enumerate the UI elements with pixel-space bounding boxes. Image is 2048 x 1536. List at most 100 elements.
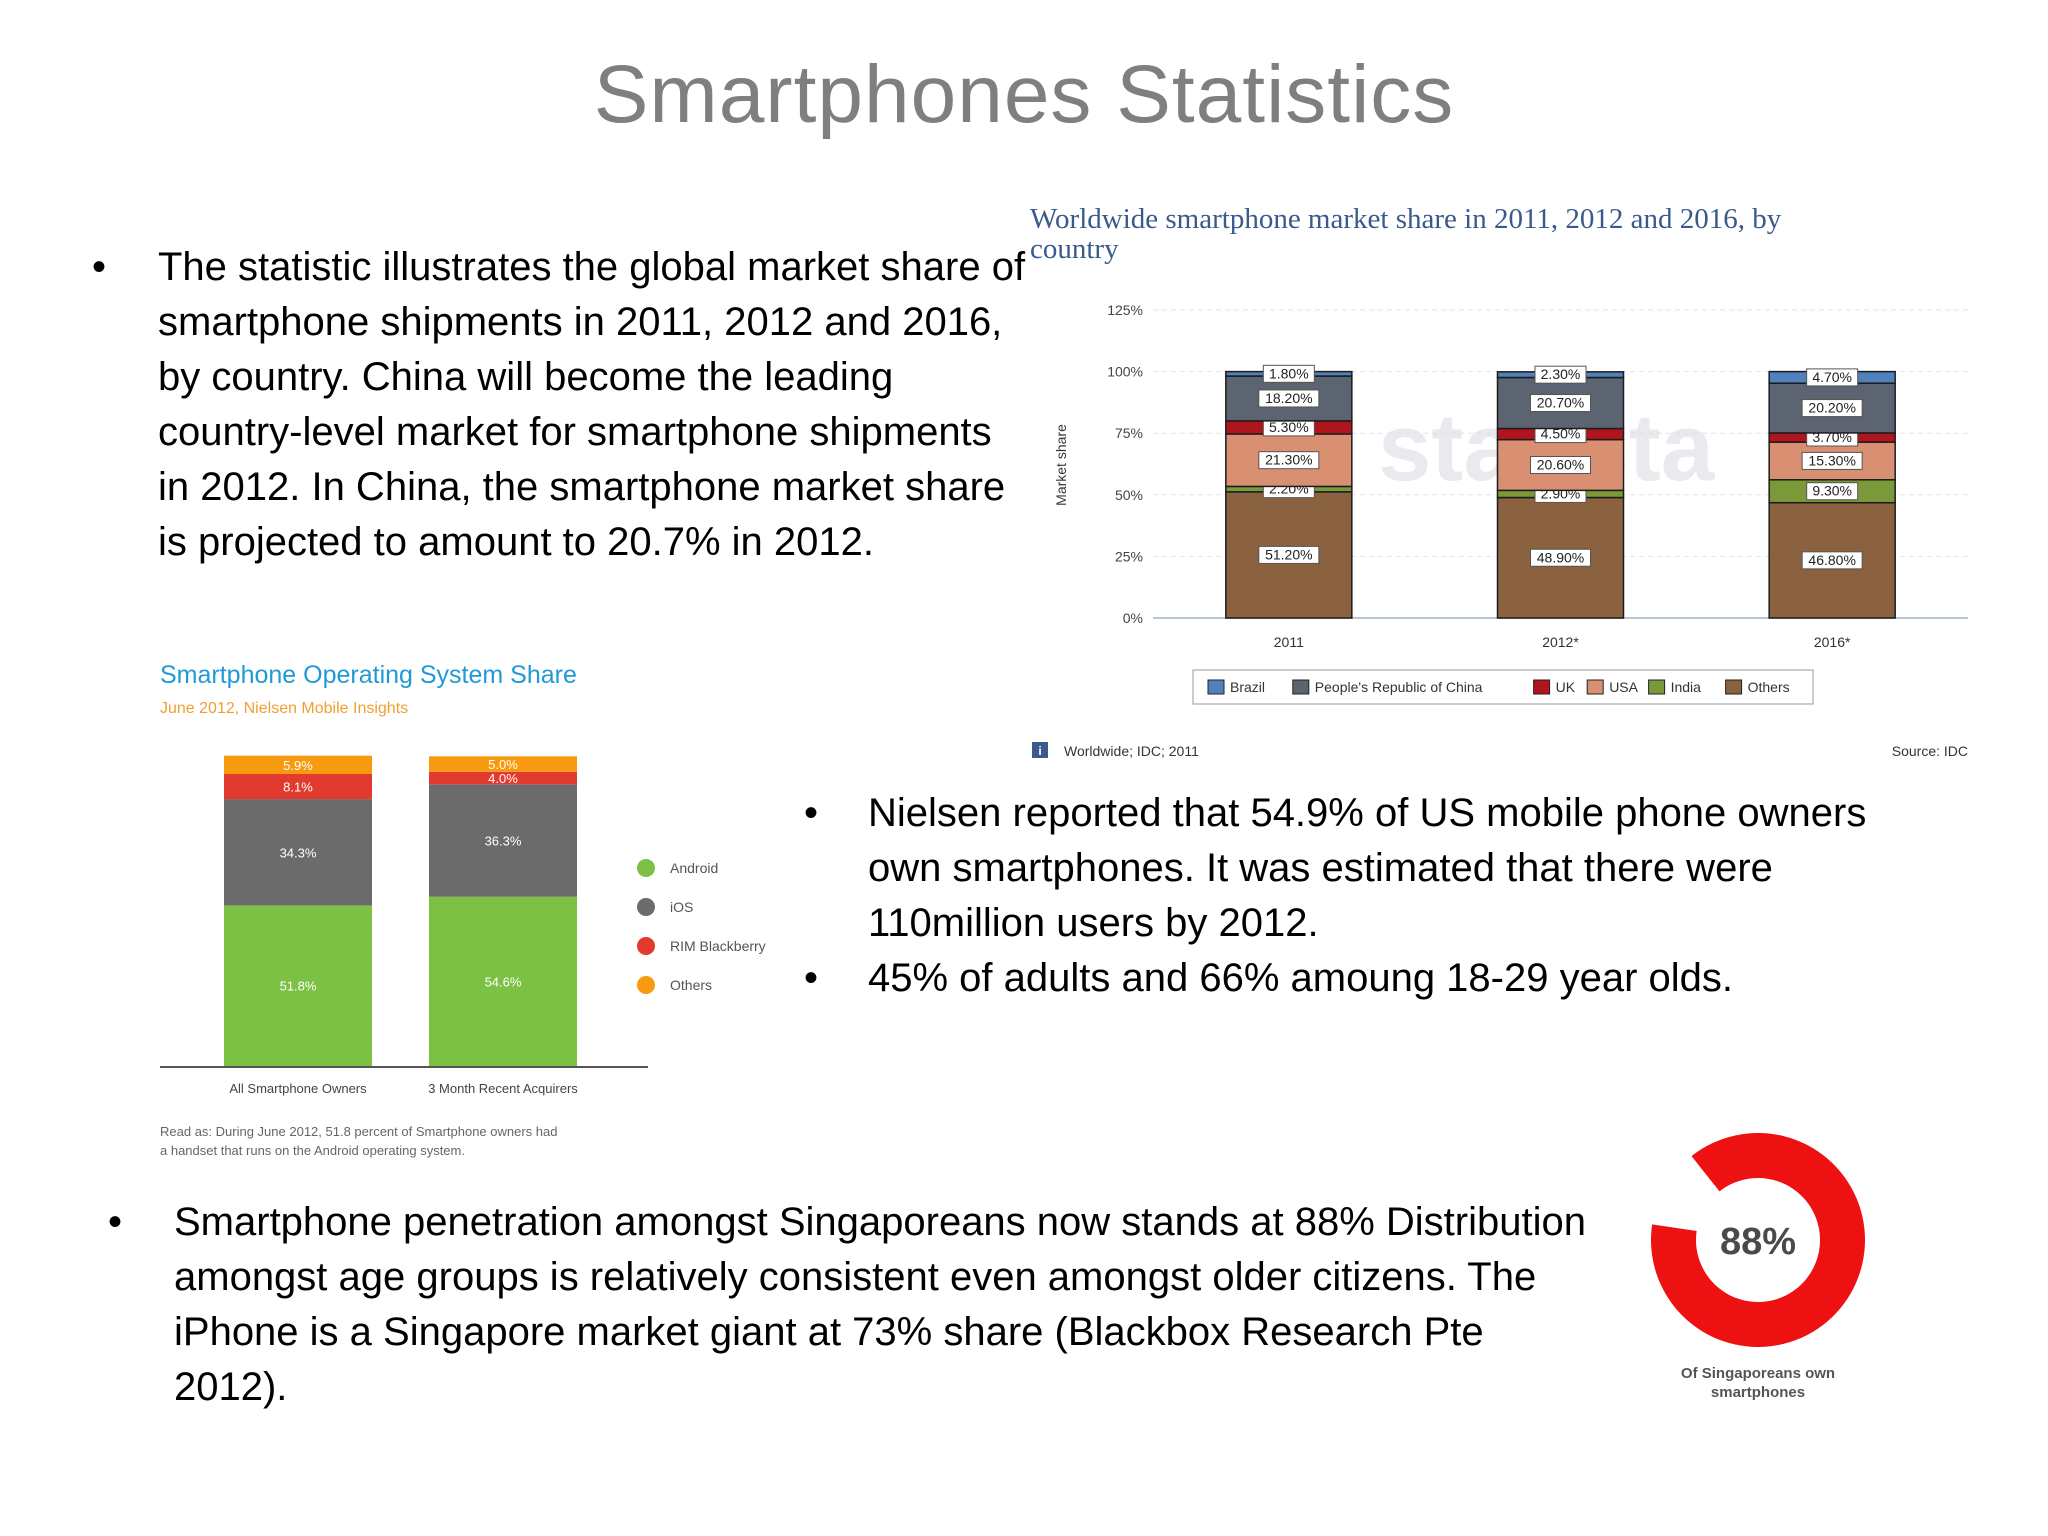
y-tick-label: 75% bbox=[1115, 425, 1143, 441]
data-label-box bbox=[1534, 365, 1587, 384]
legend-swatch bbox=[1207, 679, 1225, 695]
donut-segment bbox=[1651, 1133, 1865, 1347]
info-icon bbox=[1032, 742, 1048, 758]
y-tick-label: 125% bbox=[1107, 302, 1143, 318]
bullet-global-share: • The statistic illustrates the global m… bbox=[92, 240, 1028, 570]
data-label-box bbox=[1262, 364, 1315, 383]
y-tick-label: 25% bbox=[1115, 548, 1143, 564]
bar-segment bbox=[224, 905, 372, 1066]
bar-segment bbox=[224, 773, 372, 800]
legend-label: People's Republic of China bbox=[1315, 679, 1483, 695]
data-label-box bbox=[1258, 451, 1320, 470]
legend-label: Others bbox=[1748, 679, 1790, 695]
slide-title: Smartphones Statistics bbox=[593, 49, 1455, 140]
chart-subtitle: June 2012, Nielsen Mobile Insights bbox=[160, 700, 408, 717]
bullet-text: Smartphone penetration amongst Singapore… bbox=[174, 1200, 1586, 1409]
data-label: 36.3% bbox=[485, 833, 522, 848]
x-tick-label: 2016* bbox=[1814, 634, 1851, 650]
y-tick-label: 100% bbox=[1107, 364, 1143, 380]
data-label: 2.30% bbox=[1541, 366, 1581, 382]
legend-label: RIM Blackberry bbox=[670, 938, 766, 954]
data-label-box bbox=[1806, 482, 1859, 501]
x-tick-label: 3 Month Recent Acquirers bbox=[428, 1081, 578, 1096]
legend-swatch bbox=[1648, 679, 1666, 695]
data-label: 1.80% bbox=[1269, 365, 1309, 381]
nielsen-os-share-chart: Smartphone Operating System Share June 20… bbox=[160, 661, 766, 1158]
legend-swatch bbox=[637, 859, 655, 877]
x-tick-label: 2011 bbox=[1274, 634, 1304, 650]
y-tick-label: 0% bbox=[1123, 610, 1143, 626]
legend-box bbox=[1192, 669, 1814, 705]
data-label-box bbox=[1530, 455, 1591, 474]
data-label: 34.3% bbox=[280, 845, 317, 860]
bullet-point-icon: • bbox=[804, 791, 819, 835]
legend-label: iOS bbox=[670, 899, 693, 915]
data-label: 9.30% bbox=[1812, 483, 1852, 499]
legend-swatch bbox=[1292, 679, 1310, 695]
legend-label: Brazil bbox=[1230, 679, 1265, 695]
data-label: 46.80% bbox=[1808, 552, 1855, 568]
legend-swatch bbox=[1725, 679, 1743, 695]
bullet-point-icon: • bbox=[92, 245, 107, 289]
info-icon-glyph: i bbox=[1038, 744, 1041, 758]
data-label-box bbox=[1801, 551, 1863, 570]
chart-note: Read as: During June 2012, 51.8 percent … bbox=[160, 1124, 557, 1158]
data-label: 8.1% bbox=[283, 780, 313, 795]
data-label-box bbox=[1258, 545, 1320, 564]
legend-swatch bbox=[1586, 679, 1604, 695]
data-label: 18.20% bbox=[1265, 390, 1312, 406]
idc-market-share-chart: Worldwide smartphone market share in 201… bbox=[1030, 203, 1968, 759]
donut-center-label: 88% bbox=[1720, 1221, 1796, 1263]
data-label: 51.20% bbox=[1265, 546, 1312, 562]
bullet-singapore: • Smartphone penetration amongst Singapo… bbox=[108, 1195, 1594, 1415]
data-label-box bbox=[1530, 548, 1591, 567]
legend-swatch bbox=[1533, 679, 1551, 695]
data-label: 20.20% bbox=[1808, 400, 1855, 416]
bar-segment bbox=[224, 799, 372, 906]
y-axis-label: Market share bbox=[1053, 424, 1069, 506]
bar-segment bbox=[429, 784, 577, 897]
bullet-text: Nielsen reported that 54.9% of US mobile… bbox=[868, 791, 1867, 945]
data-label: 5.30% bbox=[1269, 419, 1309, 435]
data-label: 54.6% bbox=[485, 974, 522, 989]
bullet-point-icon: • bbox=[804, 956, 819, 1000]
legend-swatch bbox=[637, 898, 655, 916]
data-label: 4.70% bbox=[1812, 369, 1852, 385]
legend-label: India bbox=[1671, 679, 1702, 695]
legend-label: USA bbox=[1609, 679, 1638, 695]
data-label-box bbox=[1801, 451, 1863, 470]
data-label: 15.30% bbox=[1808, 452, 1855, 468]
legend: Brazil People's Republic of China UK USA Ind… bbox=[1192, 669, 1814, 705]
data-label-box bbox=[1530, 394, 1591, 413]
data-label: 5.9% bbox=[283, 758, 313, 773]
footer-source: Source: IDC bbox=[1892, 743, 1968, 759]
bullet-item: • 45% of adults and 66% amoung 18-29 yea… bbox=[804, 951, 1928, 1006]
bullet-text: The statistic illustrates the global mar… bbox=[158, 245, 1026, 564]
data-label: 5.0% bbox=[488, 757, 518, 772]
y-tick-label: 50% bbox=[1115, 487, 1143, 503]
legend-swatch bbox=[637, 976, 655, 994]
data-label: 51.8% bbox=[280, 979, 317, 994]
bullet-text: 45% of adults and 66% amoung 18-29 year … bbox=[868, 956, 1734, 1000]
chart-title: Smartphone Operating System Share bbox=[160, 661, 577, 689]
donut-caption: Of Singaporeans own smartphones bbox=[1681, 1365, 1835, 1401]
singapore-penetration-donut: 88% Of Singaporeans own smartphones bbox=[1651, 1133, 1865, 1401]
legend-label: Others bbox=[670, 977, 712, 993]
data-label: 21.30% bbox=[1265, 452, 1312, 468]
bullet-nielsen-list: • Nielsen reported that 54.9% of US mobi… bbox=[804, 786, 1928, 1006]
x-tick-label: 2012* bbox=[1542, 634, 1579, 650]
data-label-box bbox=[1806, 368, 1859, 387]
bullet-point-icon: • bbox=[108, 1200, 123, 1244]
footer-source-note: Worldwide; IDC; 2011 bbox=[1064, 743, 1199, 759]
legend-label: UK bbox=[1556, 679, 1576, 695]
bar-segment bbox=[1225, 491, 1353, 619]
bullet-item: • Nielsen reported that 54.9% of US mobi… bbox=[804, 786, 1928, 951]
chart-title: Worldwide smartphone market share in 201… bbox=[1030, 203, 1782, 265]
data-label: 20.60% bbox=[1537, 456, 1584, 472]
data-label: 4.50% bbox=[1541, 426, 1581, 442]
data-label: 4.0% bbox=[488, 771, 518, 786]
bar-segment bbox=[429, 756, 577, 772]
bar-segment bbox=[429, 896, 577, 1066]
legend-label: Android bbox=[670, 860, 718, 876]
x-tick-label: All Smartphone Owners bbox=[229, 1081, 367, 1096]
